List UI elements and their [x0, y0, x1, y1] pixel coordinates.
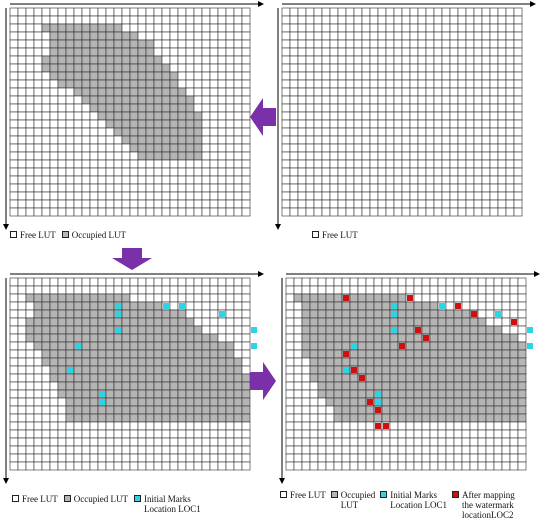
- legend-item-free: Free LUT: [12, 494, 58, 504]
- legend-item-free: Free LUT: [280, 490, 326, 500]
- mapped-mark-cell: [455, 303, 461, 309]
- right-arrow-icon: [250, 362, 276, 400]
- initial-mark-cell: [67, 367, 73, 373]
- initial-mark-cell: [115, 311, 121, 317]
- legend-item-free: Free LUT: [312, 230, 358, 240]
- legend-swatch-occupied: [330, 491, 338, 498]
- legend-swatch-occupied: [63, 495, 71, 502]
- initial-mark-cell: [343, 367, 349, 373]
- initial-mark-cell: [351, 343, 357, 349]
- mapped-mark-cell: [471, 311, 477, 317]
- initial-mark-cell: [219, 311, 225, 317]
- panel-top-right-free-grid: [272, 0, 550, 235]
- left-arrow-icon: [250, 98, 276, 136]
- initial-mark-cell: [99, 391, 105, 397]
- initial-mark-cell: [495, 311, 501, 317]
- legend-item-mapped_mark: After mapping the watermark locationLOC2: [451, 490, 515, 520]
- legend-swatch-free: [280, 491, 287, 498]
- legend-label: Occupied LUT: [340, 490, 376, 510]
- legend-label: Free LUT: [290, 490, 326, 500]
- panel-bottom-right-mapped-marks-grid: [276, 270, 550, 494]
- legend-top-left: Free LUT Occupied LUT: [10, 230, 126, 240]
- legend-label: Free LUT: [22, 494, 58, 504]
- free-lut-grid: [275, 1, 536, 230]
- initial-mark-cell: [391, 327, 397, 333]
- initial-mark-cell: [115, 303, 121, 309]
- mapped-mark-cell: [511, 319, 517, 325]
- mapped-mark-cell: [399, 343, 405, 349]
- legend-swatch-free: [12, 495, 19, 502]
- initial-mark-cell: [99, 399, 105, 405]
- legend-item-occupied: Occupied LUT: [61, 230, 126, 240]
- axis-arrows: [275, 1, 536, 230]
- legend-swatch-initial_mark: [380, 491, 388, 498]
- initial-mark-cell: [527, 327, 533, 333]
- initial-mark-cell: [251, 343, 257, 349]
- legend-swatch-free: [10, 231, 17, 238]
- legend-item-occupied: Occupied LUT: [63, 494, 128, 504]
- axis-arrows: [279, 271, 540, 484]
- legend-swatch-occupied: [61, 231, 69, 238]
- legend-label: Free LUT: [20, 230, 56, 240]
- legend-label: Occupied LUT: [73, 494, 128, 504]
- legend-item-initial_mark: Initial Marks Location LOC1: [133, 494, 201, 514]
- legend-swatch-mapped_mark: [451, 491, 459, 498]
- mapped-mark-cell: [343, 351, 349, 357]
- panel-bottom-left-initial-marks-grid: [0, 270, 265, 494]
- legend-item-free: Free LUT: [10, 230, 56, 240]
- initial-mark-cell: [115, 327, 121, 333]
- mapped-mark-cell: [375, 407, 381, 413]
- panel-top-left-occupied-grid: [0, 0, 265, 235]
- initial-mark-cell: [527, 343, 533, 349]
- legend-item-occupied: Occupied LUT: [330, 490, 376, 510]
- mapped-mark-cell: [383, 423, 389, 429]
- legend-bottom-left: Free LUT Occupied LUT Initial Marks Locati…: [12, 494, 201, 514]
- mapped-mark-cell: [359, 375, 365, 381]
- mapped-mark-cell: [367, 399, 373, 405]
- initial-mark-cell: [439, 303, 445, 309]
- legend-label: After mapping the watermark locationLOC2: [461, 490, 515, 520]
- mapped-mark-cell: [375, 423, 381, 429]
- legend-item-initial_mark: Initial Marks Location LOC1: [380, 490, 447, 510]
- legend-swatch-initial_mark: [133, 495, 141, 502]
- legend-label: Initial Marks Location LOC1: [390, 490, 447, 510]
- mapped-mark-cell: [423, 335, 429, 341]
- occupied-lut-grid: [3, 1, 264, 230]
- mapped-mark-cell: [343, 295, 349, 301]
- initial-mark-cell: [75, 343, 81, 349]
- legend-label: Initial Marks Location LOC1: [143, 494, 201, 514]
- initial-mark-cell: [375, 399, 381, 405]
- initial-mark-cell: [391, 303, 397, 309]
- legend-swatch-free: [312, 231, 319, 238]
- initial-marks-grid: [3, 271, 264, 484]
- mapped-marks-grid: [279, 271, 540, 484]
- initial-mark-cell: [391, 311, 397, 317]
- axis-arrows: [3, 271, 264, 484]
- down-arrow-icon: [112, 248, 152, 270]
- mapped-mark-cell: [407, 295, 413, 301]
- initial-mark-cell: [375, 391, 381, 397]
- initial-mark-cell: [163, 303, 169, 309]
- legend-label: Occupied LUT: [71, 230, 126, 240]
- legend-top-right: Free LUT: [312, 230, 358, 240]
- axis-arrows: [3, 1, 264, 230]
- initial-mark-cell: [251, 327, 257, 333]
- initial-mark-cell: [179, 303, 185, 309]
- mapped-mark-cell: [351, 367, 357, 373]
- legend-bottom-right: Free LUT Occupied LUT Initial Marks Locati…: [280, 490, 515, 520]
- mapped-mark-cell: [415, 327, 421, 333]
- legend-label: Free LUT: [322, 230, 358, 240]
